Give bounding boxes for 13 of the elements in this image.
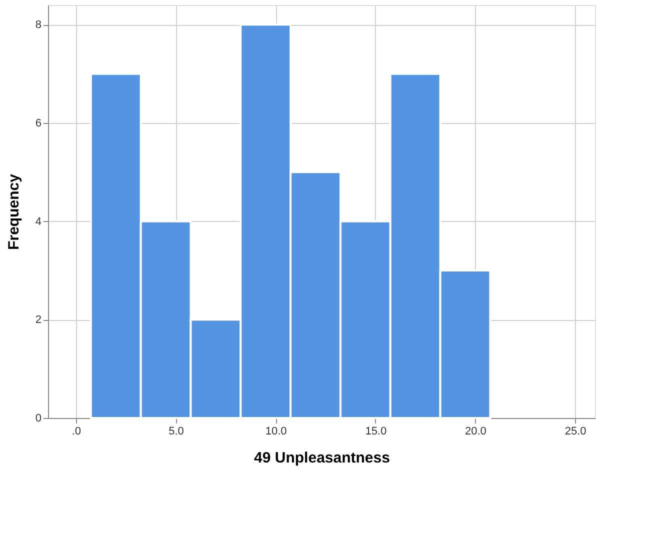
y-tick-label: 2 — [35, 314, 42, 326]
x-tick-label: 10.0 — [265, 426, 287, 438]
y-tick-label: 8 — [35, 19, 42, 32]
y-tick-label: 6 — [35, 118, 42, 130]
y-axis-title: Frequency — [5, 173, 22, 250]
x-tick-label: 25.0 — [564, 426, 586, 438]
y-tick-label: 0 — [35, 412, 42, 424]
x-tick-label: 15.0 — [365, 426, 387, 438]
y-tick-label: 4 — [35, 216, 42, 228]
x-tick-label: .0 — [72, 426, 82, 438]
x-axis-title: 49 Unpleasantness — [254, 450, 390, 466]
x-tick-label: 20.0 — [465, 426, 486, 438]
x-tick-label: 5.0 — [168, 426, 184, 438]
